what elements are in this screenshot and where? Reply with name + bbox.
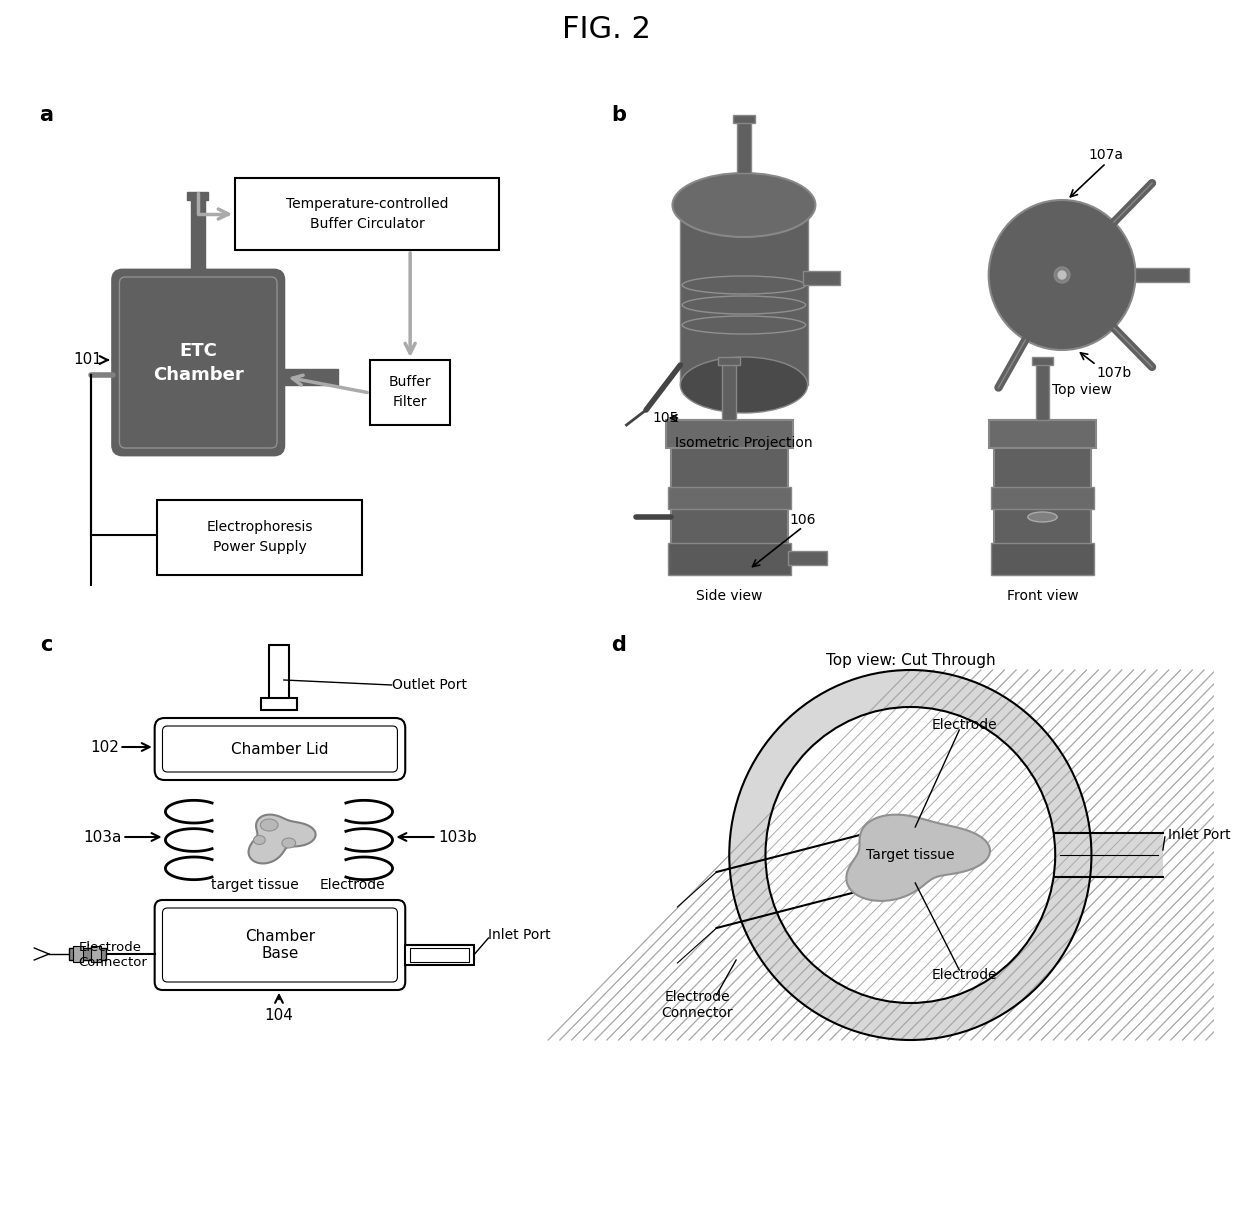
- Circle shape: [988, 200, 1136, 350]
- Text: Top view: Cut Through: Top view: Cut Through: [826, 652, 996, 667]
- Text: Outlet Port: Outlet Port: [392, 678, 466, 693]
- Bar: [156, 501, 362, 575]
- Text: Filter: Filter: [393, 396, 428, 409]
- Text: 103a: 103a: [83, 830, 122, 844]
- Text: ETC: ETC: [180, 341, 217, 360]
- Polygon shape: [847, 814, 990, 900]
- Bar: [1055, 833, 1163, 877]
- Text: Buffer: Buffer: [389, 375, 432, 390]
- Text: d: d: [611, 635, 626, 655]
- Bar: [1136, 269, 1189, 282]
- Bar: [187, 192, 208, 200]
- Ellipse shape: [253, 836, 265, 844]
- Text: a: a: [38, 104, 53, 125]
- Text: Isometric Projection: Isometric Projection: [675, 436, 812, 450]
- Text: Buffer Circulator: Buffer Circulator: [310, 217, 424, 231]
- Circle shape: [765, 707, 1055, 1004]
- Text: Inlet Port: Inlet Port: [1168, 827, 1230, 842]
- FancyBboxPatch shape: [162, 727, 398, 772]
- Text: 107b: 107b: [1096, 366, 1132, 380]
- Bar: [718, 356, 740, 364]
- Text: Top view: Top view: [1052, 383, 1111, 397]
- Bar: [671, 419, 787, 575]
- Text: 107a: 107a: [1089, 148, 1123, 162]
- Ellipse shape: [682, 316, 806, 334]
- Bar: [802, 271, 839, 286]
- Circle shape: [729, 669, 1091, 1040]
- Bar: [993, 419, 1091, 575]
- Bar: [666, 419, 792, 447]
- Ellipse shape: [260, 819, 278, 831]
- Text: Electrode
Connector: Electrode Connector: [78, 940, 148, 970]
- Bar: [410, 948, 469, 962]
- Text: Electrode
Connector: Electrode Connector: [661, 990, 733, 1021]
- FancyBboxPatch shape: [113, 270, 284, 454]
- Text: Electrode: Electrode: [320, 878, 386, 892]
- Bar: [1035, 360, 1049, 419]
- Circle shape: [1058, 271, 1066, 279]
- Circle shape: [1054, 267, 1070, 283]
- Text: Electrode: Electrode: [931, 718, 997, 731]
- Bar: [667, 487, 791, 509]
- Bar: [191, 194, 205, 270]
- Bar: [73, 946, 83, 962]
- Bar: [681, 205, 807, 385]
- FancyBboxPatch shape: [155, 718, 405, 780]
- Bar: [91, 946, 100, 962]
- Wedge shape: [729, 669, 1091, 1040]
- Ellipse shape: [681, 357, 807, 413]
- Bar: [723, 360, 737, 419]
- Text: Chamber
Base: Chamber Base: [244, 928, 315, 961]
- Text: Electrophoresis: Electrophoresis: [206, 520, 312, 535]
- Bar: [737, 118, 750, 173]
- Text: 101: 101: [73, 352, 103, 367]
- Text: FIG. 2: FIG. 2: [563, 16, 651, 45]
- Bar: [234, 179, 500, 250]
- Bar: [988, 419, 1096, 447]
- Ellipse shape: [281, 838, 295, 848]
- Text: Chamber: Chamber: [153, 366, 243, 384]
- Ellipse shape: [672, 173, 816, 237]
- Text: c: c: [40, 635, 52, 655]
- Text: 104: 104: [264, 1007, 294, 1023]
- Text: Inlet Port: Inlet Port: [489, 928, 551, 942]
- Ellipse shape: [682, 276, 806, 294]
- Ellipse shape: [682, 296, 806, 313]
- Ellipse shape: [1028, 512, 1058, 522]
- Bar: [787, 550, 827, 565]
- Text: Front view: Front view: [1007, 589, 1079, 604]
- FancyBboxPatch shape: [119, 277, 277, 448]
- FancyBboxPatch shape: [162, 908, 398, 982]
- Polygon shape: [248, 814, 316, 864]
- Bar: [269, 645, 289, 700]
- Text: 106: 106: [790, 513, 816, 527]
- Text: Chamber Lid: Chamber Lid: [231, 741, 329, 757]
- Text: Electrode: Electrode: [931, 968, 997, 982]
- Text: target tissue: target tissue: [211, 878, 299, 892]
- Bar: [370, 360, 450, 425]
- Text: 105: 105: [652, 411, 678, 425]
- Bar: [262, 697, 296, 710]
- Bar: [733, 115, 755, 123]
- FancyBboxPatch shape: [155, 900, 405, 990]
- Text: 103b: 103b: [439, 830, 477, 844]
- Bar: [405, 945, 474, 965]
- Text: Power Supply: Power Supply: [212, 541, 306, 554]
- Bar: [667, 543, 791, 575]
- Text: Target tissue: Target tissue: [866, 848, 955, 861]
- Bar: [991, 487, 1095, 509]
- Bar: [68, 948, 105, 960]
- Bar: [1032, 356, 1053, 364]
- Bar: [991, 543, 1095, 575]
- Text: b: b: [611, 104, 626, 125]
- Text: Side view: Side view: [696, 589, 763, 604]
- Bar: [284, 369, 337, 385]
- Text: Temperature-controlled: Temperature-controlled: [286, 197, 449, 211]
- Text: 102: 102: [91, 740, 119, 755]
